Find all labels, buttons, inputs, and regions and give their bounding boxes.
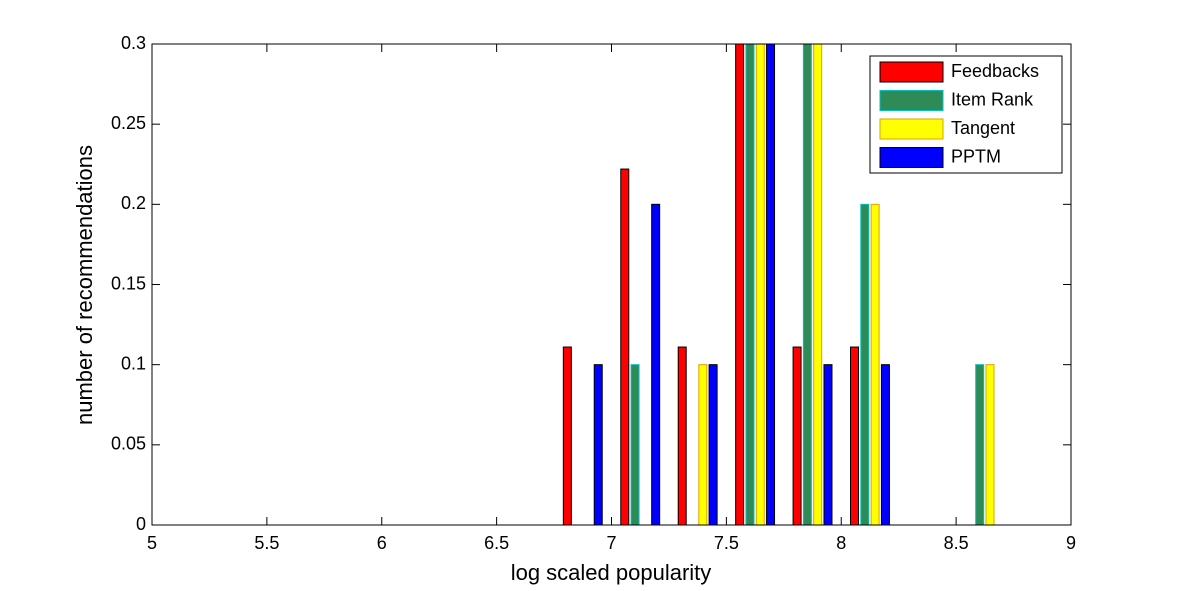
bar (975, 364, 985, 526)
x-tick-label: 7 (606, 533, 616, 553)
bar (792, 346, 802, 526)
x-tick-label: 6.5 (484, 533, 509, 553)
x-tick-label: 6 (377, 533, 387, 553)
bar (813, 43, 823, 526)
x-tick-label: 9 (1066, 533, 1076, 553)
legend-label: Tangent (951, 118, 1015, 138)
bar (708, 364, 718, 526)
x-tick-label: 8 (836, 533, 846, 553)
bar (677, 346, 687, 526)
legend-label: PPTM (951, 146, 1001, 166)
legend-swatch (879, 61, 944, 83)
bar (735, 43, 745, 526)
x-tick-label: 8.5 (944, 533, 969, 553)
y-axis-label: number of recommendations (72, 145, 97, 425)
bar (745, 43, 755, 526)
bar (593, 364, 603, 526)
y-tick-label: 0 (136, 514, 146, 534)
x-axis-label: log scaled popularity (511, 560, 712, 585)
legend-label: Item Rank (951, 89, 1034, 109)
legend-swatch (879, 90, 944, 111)
bar (698, 364, 708, 526)
y-tick-label: 0.2 (121, 193, 146, 213)
bar (880, 364, 890, 526)
bar (766, 43, 776, 526)
y-tick-label: 0.15 (111, 273, 146, 293)
legend-swatch (879, 118, 944, 140)
y-tick-label: 0.05 (111, 434, 146, 454)
legend-swatch (879, 147, 944, 168)
bar (985, 364, 995, 526)
x-tick-label: 5 (147, 533, 157, 553)
bar (620, 168, 630, 526)
legend-label: Feedbacks (951, 61, 1039, 81)
bar (802, 43, 812, 526)
bar (860, 203, 870, 526)
y-tick-label: 0.25 (111, 113, 146, 133)
bar (562, 346, 572, 526)
bar (651, 203, 661, 526)
y-tick-label: 0.3 (121, 33, 146, 53)
bar (823, 364, 833, 526)
bar (870, 203, 880, 526)
x-tick-label: 5.5 (254, 533, 279, 553)
x-tick-label: 7.5 (714, 533, 739, 553)
y-tick-label: 0.1 (121, 353, 146, 373)
bar (850, 346, 860, 526)
bar (630, 364, 640, 526)
bar (755, 43, 765, 526)
